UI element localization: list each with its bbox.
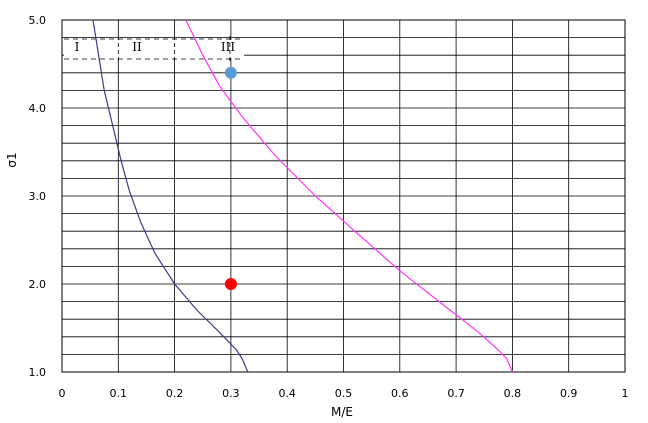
data-point-2: [224, 278, 237, 290]
y-tick-label: 3.0: [29, 190, 47, 203]
plot-frame: [61, 19, 626, 373]
y-tick-label: 1.0: [29, 366, 47, 379]
y-tick-label: 4.0: [29, 102, 47, 115]
zone-label-3: III: [221, 40, 235, 54]
x-tick-label: 0.3: [222, 387, 240, 400]
x-tick-label: 0.1: [110, 387, 128, 400]
zone-label-2: II: [132, 40, 142, 54]
zone-label-1: I: [75, 40, 80, 54]
y-tick-labels: 1.0 2.0 3.0 4.0 5.0: [29, 14, 47, 379]
points-layer: [224, 66, 237, 290]
series-line-1: [92, 19, 249, 373]
y-tick-label: 5.0: [29, 14, 47, 27]
y-tick-label: 2.0: [29, 278, 47, 291]
x-tick-label: 0.6: [391, 387, 409, 400]
major-gridlines: [61, 19, 626, 373]
x-axis-label: M/E: [331, 405, 353, 419]
series-layer: [92, 19, 513, 373]
x-tick-label: 0.4: [278, 387, 296, 400]
zone-label-band: [64, 40, 244, 58]
x-tick-label: 0.2: [166, 387, 184, 400]
x-tick-label: 0.8: [504, 387, 522, 400]
zone-dividers: [64, 36, 244, 62]
x-tick-label: 0.9: [560, 387, 578, 400]
series-line-2: [185, 19, 513, 373]
x-tick-label: 0.5: [335, 387, 353, 400]
x-tick-label: 1: [622, 387, 629, 400]
data-point-1: [224, 66, 237, 79]
y-axis-label: σ1: [5, 152, 19, 167]
x-tick-label: 0.7: [447, 387, 465, 400]
x-tick-label: 0: [59, 387, 66, 400]
x-tick-labels: 0 0.1 0.2 0.3 0.4 0.5 0.6 0.7 0.8 0.9 1: [59, 387, 629, 400]
